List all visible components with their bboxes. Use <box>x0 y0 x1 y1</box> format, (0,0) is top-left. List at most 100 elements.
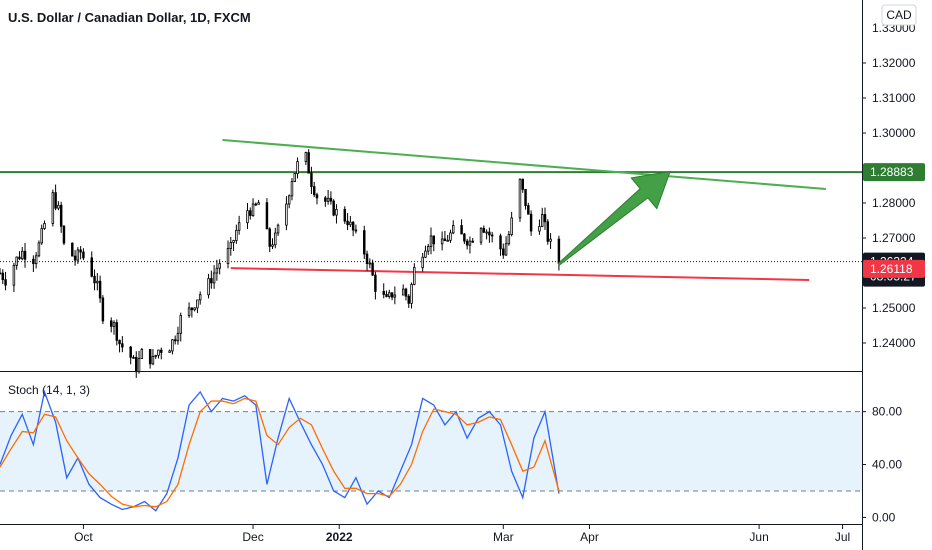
candle <box>502 243 505 259</box>
candle <box>82 248 85 261</box>
candle <box>254 202 258 207</box>
candle <box>329 191 333 205</box>
candle <box>76 247 80 264</box>
candle <box>73 250 77 266</box>
candle <box>59 201 63 233</box>
currency-button[interactable]: CAD <box>881 4 917 26</box>
candle <box>229 236 233 256</box>
candle <box>168 349 171 353</box>
candle <box>351 221 355 237</box>
candle <box>393 286 397 305</box>
candle <box>432 235 436 252</box>
support-price: 1.26118 <box>870 262 913 276</box>
candle <box>388 289 391 299</box>
candle <box>118 339 121 353</box>
candle <box>343 206 347 224</box>
candle <box>312 181 316 198</box>
price-pane[interactable]: U.S. Dollar / Canadian Dollar, 1D, FXCM <box>0 10 862 378</box>
candle <box>371 259 374 276</box>
candle <box>413 263 416 286</box>
candle <box>271 238 274 250</box>
candle <box>449 229 452 243</box>
candle <box>324 195 327 207</box>
candle <box>315 192 319 205</box>
candle <box>499 233 502 256</box>
time-tick-label: Oct <box>74 530 93 544</box>
candle <box>285 196 288 231</box>
candle <box>465 238 469 250</box>
candle <box>101 295 105 324</box>
resistance-badge: 1.28883 <box>863 163 925 182</box>
candle <box>21 246 24 261</box>
candle <box>246 202 249 229</box>
candle <box>390 292 394 301</box>
candle <box>93 269 96 291</box>
candle <box>429 227 433 255</box>
stoch-band <box>0 411 862 491</box>
time-tick-label: Jun <box>749 530 768 544</box>
stoch-k-line <box>0 389 560 512</box>
candle <box>257 199 260 205</box>
projection-arrow[interactable] <box>557 170 671 266</box>
candle <box>549 233 552 249</box>
candle <box>190 307 194 318</box>
time-tick-label: Mar <box>493 530 514 544</box>
candle <box>235 224 238 244</box>
candle <box>440 231 444 251</box>
candle <box>510 211 513 237</box>
candle <box>335 204 338 224</box>
candle <box>251 198 255 217</box>
candle <box>274 227 277 249</box>
candle <box>460 219 463 235</box>
candle <box>112 320 116 335</box>
support-line[interactable] <box>230 267 810 281</box>
price-tick-label: 1.27000 <box>872 231 916 245</box>
candle <box>226 240 230 269</box>
candle <box>529 210 533 236</box>
candle <box>71 242 74 257</box>
candle <box>276 223 280 237</box>
indicator-label[interactable]: Stoch (14, 1, 3) <box>8 383 90 397</box>
candle <box>543 207 547 230</box>
candle <box>212 265 216 289</box>
stoch-pane[interactable]: Stoch (14, 1, 3) <box>0 383 862 512</box>
candle <box>173 335 177 345</box>
candle <box>148 349 152 369</box>
candle <box>407 294 410 308</box>
candle <box>57 201 60 211</box>
candle <box>265 198 269 230</box>
price-tick-label: 1.24000 <box>872 336 916 350</box>
stoch-tick-label: 40.00 <box>872 458 902 472</box>
candle <box>385 290 388 298</box>
candle <box>96 273 99 291</box>
candle <box>307 149 310 174</box>
candle <box>40 224 43 245</box>
candle <box>121 336 124 353</box>
price-tick-label: 1.30000 <box>872 126 916 140</box>
candle <box>129 345 132 365</box>
candle <box>296 157 299 179</box>
stoch-axis[interactable]: 80.00 40.00 0.00 <box>862 405 902 525</box>
candle <box>485 229 488 240</box>
arrow-shape[interactable] <box>557 170 671 266</box>
candle <box>518 178 522 222</box>
candle <box>540 207 544 228</box>
candle <box>51 189 55 227</box>
trend-lines[interactable] <box>0 139 862 281</box>
candle <box>527 202 530 215</box>
candle <box>479 227 483 246</box>
falling-trendline-line[interactable] <box>222 139 826 190</box>
candle <box>237 215 241 235</box>
time-axis[interactable]: Oct Dec 2022 Mar Apr Jun Jul <box>74 524 850 544</box>
support-badge: 1.26118 <box>863 259 925 278</box>
stoch-tick-label: 0.00 <box>872 510 896 524</box>
candle <box>132 355 135 359</box>
candle <box>171 338 174 355</box>
candle <box>382 283 385 299</box>
time-tick-label: Dec <box>242 530 263 544</box>
price-axis[interactable]: 1.240001.250001.260001.270001.280001.290… <box>862 21 916 350</box>
candle <box>12 262 16 292</box>
candle <box>215 259 219 281</box>
candle <box>32 255 35 273</box>
